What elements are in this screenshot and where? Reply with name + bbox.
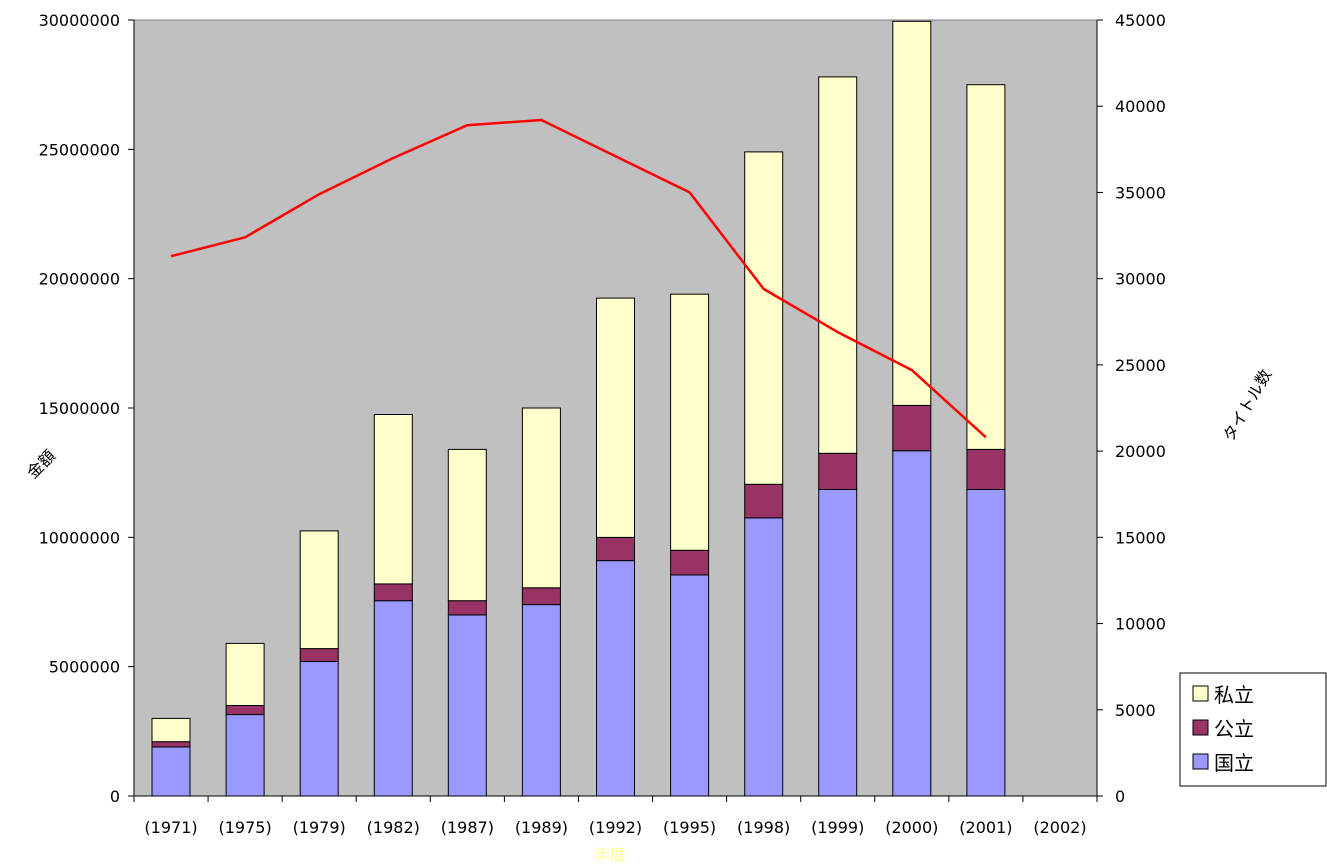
x-tick-label: (2001) xyxy=(959,818,1012,837)
x-tick-label: (1982) xyxy=(367,818,420,837)
bar-国立-(2000) xyxy=(892,450,932,797)
x-tick-label: (1992) xyxy=(589,818,642,837)
bar-公立-(1992) xyxy=(596,536,635,562)
x-tick-label: (1971) xyxy=(144,818,197,837)
x-tick-label: (1989) xyxy=(515,818,568,837)
bar-公立-(2001) xyxy=(966,448,1006,490)
right-tick-label: 0 xyxy=(1115,787,1125,806)
x-tick-label: (2002) xyxy=(1033,818,1086,837)
bar-公立-(1975) xyxy=(225,705,265,716)
bar-私立-(1992) xyxy=(596,297,635,538)
legend-label: 公立 xyxy=(1214,717,1254,741)
left-tick-label: 5000000 xyxy=(49,658,120,677)
bar-公立-(2000) xyxy=(892,404,932,452)
left-axis-ticks: 0 5000000 10000000 15000000 20000000 25000000… xyxy=(39,11,134,806)
bar-私立-(1971) xyxy=(151,717,191,743)
left-tick-label: 15000000 xyxy=(39,399,120,418)
left-tick-label: 0 xyxy=(110,787,120,806)
legend-swatch xyxy=(1192,685,1209,702)
bar-公立-(1971) xyxy=(151,741,191,748)
legend-swatch xyxy=(1192,753,1209,770)
bar-国立-(1989) xyxy=(521,604,561,797)
right-tick-label: 5000 xyxy=(1115,701,1156,720)
right-tick-label: 30000 xyxy=(1115,270,1166,289)
right-tick-label: 40000 xyxy=(1115,97,1166,116)
bar-国立-(1998) xyxy=(744,517,784,797)
bar-私立-(1975) xyxy=(225,642,265,707)
x-tick-label: (1998) xyxy=(737,818,790,837)
bar-国立-(1975) xyxy=(225,714,265,797)
bar-公立-(1982) xyxy=(373,583,413,602)
right-axis-title: タイトル数 xyxy=(1219,366,1275,445)
bar-国立-(1982) xyxy=(373,600,413,797)
left-tick-label: 30000000 xyxy=(39,11,120,30)
bar-私立-(1982) xyxy=(373,414,413,585)
right-tick-label: 45000 xyxy=(1115,11,1166,30)
x-axis-title: 年度 xyxy=(594,845,626,864)
bar-私立-(2001) xyxy=(966,84,1006,450)
bar-国立-(1992) xyxy=(596,560,635,797)
bar-私立-(1979) xyxy=(299,530,339,650)
right-tick-label: 10000 xyxy=(1115,615,1166,634)
left-tick-label: 25000000 xyxy=(39,140,120,159)
bar-私立-(1995) xyxy=(670,293,710,551)
bar-私立-(1989) xyxy=(521,407,561,589)
bar-国立-(2001) xyxy=(966,489,1006,797)
left-tick-label: 20000000 xyxy=(39,270,120,289)
x-tick-label: (1999) xyxy=(811,818,864,837)
bar-私立-(1999) xyxy=(818,76,858,454)
x-tick-label: (1995) xyxy=(663,818,716,837)
bar-公立-(1999) xyxy=(818,452,858,490)
right-tick-label: 20000 xyxy=(1115,442,1166,461)
legend-label: 国立 xyxy=(1214,751,1254,775)
x-axis-ticks: (1971) (1975) (1979) (1982) (1987) (1989) (199… xyxy=(133,796,1098,837)
legend-label: 私立 xyxy=(1214,683,1254,707)
bar-国立-(1999) xyxy=(818,489,858,797)
left-tick-label: 10000000 xyxy=(39,528,120,547)
bar-国立-(1979) xyxy=(299,661,339,797)
title-count-line xyxy=(170,118,987,439)
x-tick-label: (1975) xyxy=(219,818,272,837)
bars-group xyxy=(151,20,1006,797)
left-axis-title: 金額 xyxy=(23,446,59,482)
bar-国立-(1995) xyxy=(670,574,710,797)
right-tick-label: 15000 xyxy=(1115,528,1166,547)
bar-私立-(1987) xyxy=(447,448,487,602)
bar-公立-(1989) xyxy=(521,587,561,606)
legend-swatch xyxy=(1192,719,1209,736)
bar-公立-(1995) xyxy=(670,549,710,576)
x-tick-label: (1987) xyxy=(441,818,494,837)
bar-私立-(2000) xyxy=(892,20,932,406)
bar-国立-(1987) xyxy=(447,614,487,797)
bar-公立-(1998) xyxy=(744,483,784,519)
right-tick-label: 35000 xyxy=(1115,183,1166,202)
right-tick-label: 25000 xyxy=(1115,356,1166,375)
bar-私立-(1998) xyxy=(744,151,784,485)
right-axis-ticks: 0 5000 10000 15000 20000 25000 30000 35000 40000… xyxy=(1097,11,1166,806)
bar-国立-(1971) xyxy=(151,746,191,797)
x-tick-label: (1979) xyxy=(293,818,346,837)
x-tick-label: (2000) xyxy=(885,818,938,837)
bar-公立-(1979) xyxy=(299,648,339,662)
bar-公立-(1987) xyxy=(447,600,487,616)
